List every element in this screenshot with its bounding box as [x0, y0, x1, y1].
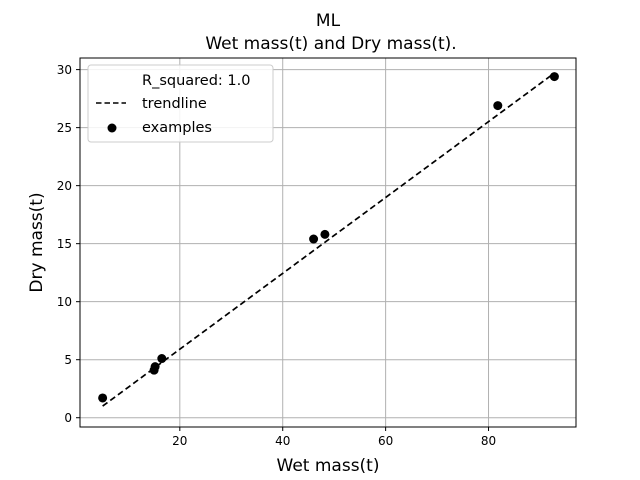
legend: R_squared: 1.0 trendline examples — [87, 64, 274, 143]
data-point — [549, 72, 559, 82]
y-tick-label: 0 — [64, 411, 72, 425]
y-tick-label: 30 — [57, 63, 72, 77]
data-point — [493, 101, 503, 111]
y-tick-label: 20 — [57, 179, 72, 193]
x-tick-label: 80 — [481, 434, 496, 448]
data-point — [309, 234, 319, 244]
trendline — [102, 72, 555, 407]
chart-subtitle: Wet mass(t) and Dry mass(t). — [205, 34, 456, 54]
data-point — [150, 362, 160, 372]
x-tick-label: 20 — [172, 434, 187, 448]
legend-trendline-label: trendline — [142, 96, 207, 112]
data-point — [98, 393, 108, 403]
legend-box — [87, 64, 274, 143]
x-tick-label: 40 — [275, 434, 290, 448]
axis-ticks: 20 40 60 80 0 5 10 15 20 25 30 — [57, 63, 496, 448]
legend-r-squared: R_squared: 1.0 — [142, 73, 250, 89]
data-point — [320, 229, 330, 239]
y-tick-label: 10 — [57, 295, 72, 309]
plot-frame — [79, 57, 577, 428]
legend-examples-marker — [107, 123, 117, 133]
x-axis-label: Wet mass(t) — [277, 456, 380, 476]
legend-examples-label: examples — [142, 120, 212, 136]
y-tick-label: 25 — [57, 121, 72, 135]
y-tick-label: 5 — [64, 353, 72, 367]
x-tick-label: 60 — [378, 434, 393, 448]
data-point — [157, 354, 167, 364]
y-tick-label: 15 — [57, 237, 72, 251]
y-axis-label: Dry mass(t) — [27, 192, 47, 292]
data-points — [98, 72, 559, 403]
trendline-layer — [102, 72, 555, 407]
chart-title: ML — [316, 11, 341, 31]
